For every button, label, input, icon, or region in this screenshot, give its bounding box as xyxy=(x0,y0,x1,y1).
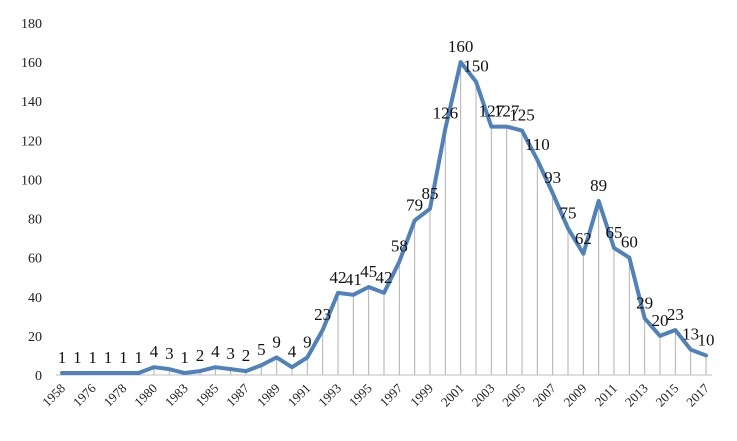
x-tick-label: 1983 xyxy=(162,381,191,410)
x-tick-label: 2009 xyxy=(560,381,589,410)
data-label: 42 xyxy=(330,268,347,287)
data-label: 13 xyxy=(682,325,699,344)
data-label: 58 xyxy=(391,237,408,256)
data-label: 2 xyxy=(196,346,205,365)
x-tick-label: 1991 xyxy=(284,381,313,410)
data-labels: 1 1 1 1 1 1 4 3 1 2 4 3 2 5 94923424145425879851261601… xyxy=(58,37,715,367)
data-label: 1 xyxy=(104,348,113,367)
x-tick-label: 2003 xyxy=(468,381,497,410)
x-tick-label: 1985 xyxy=(192,381,221,410)
data-label: 9 xyxy=(272,332,281,351)
x-tick-label: 1993 xyxy=(315,381,344,410)
data-label: 79 xyxy=(406,196,423,215)
data-label: 126 xyxy=(433,104,459,123)
data-label: 150 xyxy=(463,57,489,76)
data-label: 4 xyxy=(150,342,159,361)
x-axis-ticks: 1958 1976 1978 1980 1983 1985 1987 1989 1991 1993… xyxy=(39,380,712,409)
x-tick-label: 1997 xyxy=(376,380,405,409)
data-label: 4 xyxy=(211,342,220,361)
y-tick-label: 20 xyxy=(28,330,42,345)
data-label: 1 xyxy=(88,348,97,367)
data-label: 125 xyxy=(509,106,535,125)
data-label: 1 xyxy=(119,348,128,367)
x-tick-label: 1995 xyxy=(346,381,375,410)
data-label: 23 xyxy=(667,305,684,324)
x-tick-label: 1976 xyxy=(70,380,99,409)
data-label: 1 xyxy=(180,348,189,367)
data-label: 75 xyxy=(560,203,577,222)
x-tick-label: 2013 xyxy=(622,381,651,410)
data-label: 41 xyxy=(345,270,362,289)
series-line xyxy=(60,60,708,376)
data-label: 3 xyxy=(165,344,174,363)
y-tick-label: 180 xyxy=(21,17,42,32)
data-label: 160 xyxy=(448,37,474,56)
x-tick-label: 1987 xyxy=(223,380,252,409)
data-label: 42 xyxy=(376,268,393,287)
data-label: 1 xyxy=(73,348,82,367)
data-label: 5 xyxy=(257,340,266,359)
data-label: 45 xyxy=(360,262,377,281)
x-tick-label: 2015 xyxy=(652,381,681,410)
data-label: 10 xyxy=(698,330,715,349)
data-label: 85 xyxy=(422,184,439,203)
y-tick-label: 80 xyxy=(28,213,42,228)
x-tick-label: 1999 xyxy=(407,381,436,410)
data-label: 4 xyxy=(288,342,297,361)
x-tick-label: 1989 xyxy=(254,381,283,410)
data-label: 60 xyxy=(621,233,638,252)
data-label: 110 xyxy=(525,135,550,154)
y-tick-label: 140 xyxy=(21,95,42,110)
data-label: 29 xyxy=(636,293,653,312)
y-tick-label: 60 xyxy=(28,252,42,267)
data-label: 20 xyxy=(652,311,669,330)
x-tick-label: 2011 xyxy=(591,381,620,410)
data-label: 89 xyxy=(590,176,607,195)
x-tick-label: 1978 xyxy=(100,381,129,410)
x-tick-label: 2007 xyxy=(530,380,559,409)
data-label: 65 xyxy=(606,223,623,242)
data-label: 127 xyxy=(494,102,520,121)
data-label: 93 xyxy=(544,168,561,187)
y-tick-label: 120 xyxy=(21,134,42,149)
y-tick-label: 160 xyxy=(21,56,42,71)
x-tick-label: 1980 xyxy=(131,381,160,410)
data-label: 9 xyxy=(303,332,312,351)
data-label: 2 xyxy=(242,346,251,365)
x-tick-label: 2017 xyxy=(683,380,712,409)
y-tick-label: 100 xyxy=(21,173,42,188)
x-tick-label: 2001 xyxy=(438,381,467,410)
x-tick-label: 2005 xyxy=(499,381,528,410)
data-label: 3 xyxy=(226,344,235,363)
y-tick-label: 40 xyxy=(28,291,42,306)
y-tick-label: 0 xyxy=(35,369,42,384)
data-label: 1 xyxy=(134,348,143,367)
data-label: 127 xyxy=(479,102,505,121)
y-axis-ticks: 0 20 40 60 80 100 120 140 160 180 xyxy=(21,17,42,384)
data-label: 23 xyxy=(314,305,331,324)
data-label: 62 xyxy=(575,229,592,248)
x-tick-label: 1958 xyxy=(39,381,68,410)
data-label: 1 xyxy=(58,348,67,367)
drop-lines xyxy=(61,62,707,375)
